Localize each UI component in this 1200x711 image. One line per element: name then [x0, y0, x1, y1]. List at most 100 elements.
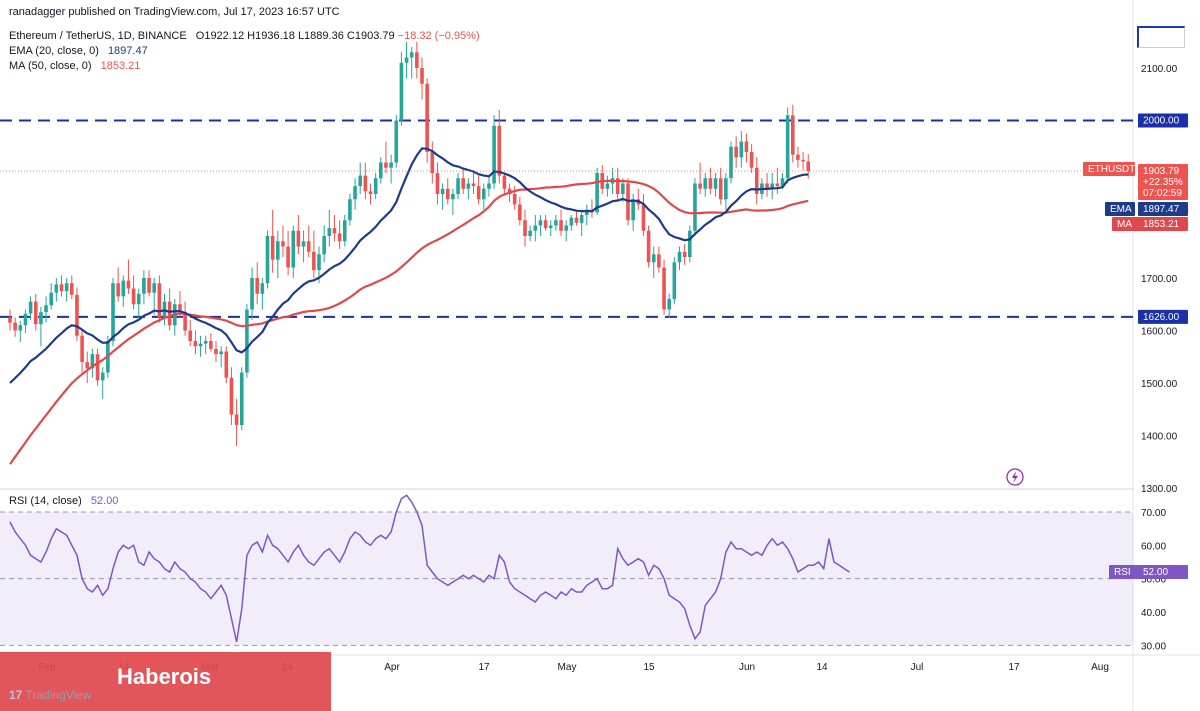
- price-tick-label: 1300.00: [1141, 484, 1178, 495]
- publisher-line: ranadagger published on TradingView.com,…: [9, 6, 340, 18]
- candle-body: [543, 220, 548, 229]
- candle-body: [147, 278, 151, 293]
- candle-body: [615, 178, 620, 194]
- candle-body: [770, 183, 774, 189]
- candle-body: [95, 354, 100, 381]
- candle-body: [605, 183, 610, 189]
- candle-body: [548, 225, 553, 229]
- level-top-badge-bg: [1138, 113, 1188, 128]
- ohlc-close: C1903.79: [346, 30, 395, 42]
- candle-body: [245, 309, 249, 373]
- time-tick-label: 14: [816, 662, 828, 673]
- candle-body: [466, 183, 471, 189]
- candle-body: [523, 220, 527, 236]
- ohlc-change: −18.32 (−0.95%): [397, 30, 480, 42]
- rsi-tick-label: 40.00: [1141, 608, 1166, 619]
- candle-body: [111, 283, 115, 341]
- candle-body: [492, 125, 496, 184]
- candle-body: [631, 199, 635, 221]
- ema-label: EMA (20, close, 0): [9, 45, 99, 57]
- rsi-tag-badge-text: RSI: [1114, 567, 1131, 578]
- candle-body: [796, 154, 800, 160]
- candle-body: [70, 283, 74, 295]
- rsi-tick-label: 70.00: [1141, 508, 1166, 519]
- candle-body: [8, 317, 12, 323]
- time-tick-label: 17: [1008, 662, 1020, 673]
- candle-body: [646, 230, 651, 263]
- candle-body: [456, 178, 460, 194]
- candle-body: [482, 188, 486, 200]
- candle-body: [677, 251, 682, 263]
- ema20-line: [9, 147, 809, 384]
- level-top-badge-text: 2000.00: [1143, 116, 1180, 127]
- candle-body: [348, 199, 352, 221]
- time-tick-label: 15: [643, 662, 655, 673]
- rsi-label: RSI (14, close): [9, 495, 82, 507]
- candle-body: [502, 175, 507, 189]
- candle-body: [585, 209, 589, 215]
- candle-body: [512, 194, 517, 205]
- candle-body: [219, 351, 223, 355]
- candle-body: [80, 335, 84, 362]
- candle-body: [487, 183, 491, 189]
- candle-body: [167, 301, 172, 326]
- time-tick-label: Jun: [739, 662, 755, 673]
- candle-body: [785, 115, 790, 179]
- candle-body: [595, 173, 599, 213]
- candle-body: [688, 230, 692, 257]
- candle-body: [569, 217, 574, 226]
- candle-body: [394, 120, 399, 163]
- candle-body: [579, 215, 584, 223]
- candle-body: [234, 414, 239, 425]
- rsi-tick-label: 50.00: [1141, 575, 1166, 586]
- ma50-line: [9, 179, 809, 465]
- candle-body: [507, 188, 512, 194]
- candle-body: [270, 236, 275, 260]
- candle-body: [651, 254, 656, 263]
- candle-body: [574, 217, 579, 223]
- symbol-legend[interactable]: Ethereum / TetherUS, 1D, BINANCE O1922.1…: [9, 30, 480, 42]
- candle-body: [260, 283, 265, 294]
- level-bottom-badge-text: 1626.00: [1143, 312, 1180, 323]
- candle-body: [693, 183, 697, 231]
- lightning-glyph-icon: [1012, 471, 1018, 483]
- candle-body: [739, 141, 744, 158]
- ema-legend[interactable]: EMA (20, close, 0) 1897.47: [9, 45, 148, 57]
- price-tick-label: 1500.00: [1141, 379, 1178, 390]
- candle-body: [729, 146, 733, 179]
- rsi-legend[interactable]: RSI (14, close) 52.00: [9, 495, 118, 507]
- scale-toggle-button[interactable]: [1137, 26, 1185, 48]
- candle-body: [183, 312, 187, 331]
- candle-body: [85, 362, 90, 369]
- candle-body: [224, 351, 229, 378]
- candle-body: [332, 228, 337, 234]
- ohlc-open: O1922.12: [195, 30, 245, 42]
- candle-body: [239, 372, 244, 425]
- candle-body: [64, 283, 69, 292]
- tradingview-logo[interactable]: 17 TradingView: [9, 688, 92, 702]
- candle-body: [250, 278, 254, 310]
- candle-body: [754, 167, 759, 194]
- ma-legend[interactable]: MA (50, close, 0) 1853.21: [9, 60, 140, 72]
- candle-body: [337, 233, 342, 242]
- candle-body: [780, 178, 785, 187]
- candle-body: [554, 220, 558, 226]
- candle-body: [136, 293, 141, 305]
- price-badge-bg: [1138, 164, 1188, 201]
- candle-body: [445, 188, 450, 200]
- candle-body: [229, 377, 234, 415]
- candle-body: [451, 194, 455, 200]
- candle-body: [749, 152, 754, 168]
- candle-body: [286, 246, 290, 268]
- candle-body: [100, 372, 105, 381]
- candle-body: [23, 313, 28, 326]
- candle-body: [126, 280, 131, 289]
- candle-body: [384, 162, 388, 168]
- ma-value: 1853.21: [100, 60, 141, 72]
- candle-body: [317, 254, 321, 271]
- ma-badge-bg: [1138, 217, 1188, 231]
- price-tick-label: 2100.00: [1141, 64, 1178, 75]
- ticker-badge-bg: [1083, 162, 1135, 176]
- time-tick-label: Apr: [384, 662, 400, 673]
